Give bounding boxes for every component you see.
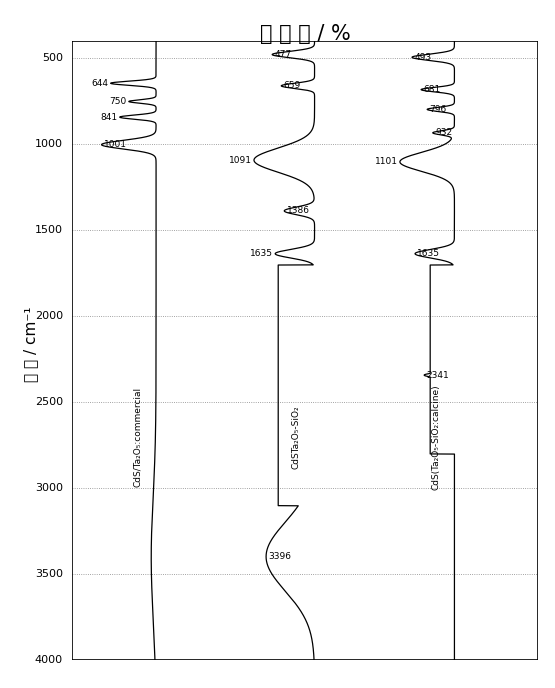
Text: 3396: 3396 bbox=[269, 552, 291, 561]
Text: CdS/Ta₂O₅:commercial: CdS/Ta₂O₅:commercial bbox=[133, 387, 143, 487]
Text: 1500: 1500 bbox=[35, 226, 63, 235]
Text: 1001: 1001 bbox=[104, 140, 127, 149]
Text: 659: 659 bbox=[284, 81, 301, 90]
Text: 796: 796 bbox=[430, 105, 447, 114]
Text: 644: 644 bbox=[91, 78, 108, 88]
Text: 932: 932 bbox=[435, 128, 452, 138]
Text: 681: 681 bbox=[423, 85, 441, 94]
Text: 841: 841 bbox=[100, 113, 117, 122]
Text: 2000: 2000 bbox=[35, 312, 63, 321]
Text: 波 束 / cm⁻¹: 波 束 / cm⁻¹ bbox=[23, 306, 38, 382]
Text: CdSTa₂O₅-SiO₂: CdSTa₂O₅-SiO₂ bbox=[292, 405, 301, 469]
Text: 2341: 2341 bbox=[426, 371, 449, 380]
Text: 3000: 3000 bbox=[35, 484, 63, 493]
Text: 500: 500 bbox=[42, 54, 63, 63]
Text: 1091: 1091 bbox=[229, 155, 251, 164]
Text: 1635: 1635 bbox=[250, 249, 273, 258]
Text: 1000: 1000 bbox=[35, 140, 63, 149]
Text: 1635: 1635 bbox=[417, 249, 440, 258]
Text: CdS(Ta₂O₅-SiO₂:calcine): CdS(Ta₂O₅-SiO₂:calcine) bbox=[432, 384, 441, 490]
Text: 2500: 2500 bbox=[35, 398, 63, 407]
Text: 透 光 率 / %: 透 光 率 / % bbox=[260, 24, 351, 44]
Text: 1386: 1386 bbox=[286, 206, 310, 215]
Text: 477: 477 bbox=[275, 50, 291, 59]
Text: 493: 493 bbox=[415, 53, 431, 62]
Text: 4000: 4000 bbox=[35, 656, 63, 665]
Text: 750: 750 bbox=[109, 97, 127, 106]
Text: 3500: 3500 bbox=[35, 570, 63, 579]
Text: 1101: 1101 bbox=[375, 158, 397, 166]
